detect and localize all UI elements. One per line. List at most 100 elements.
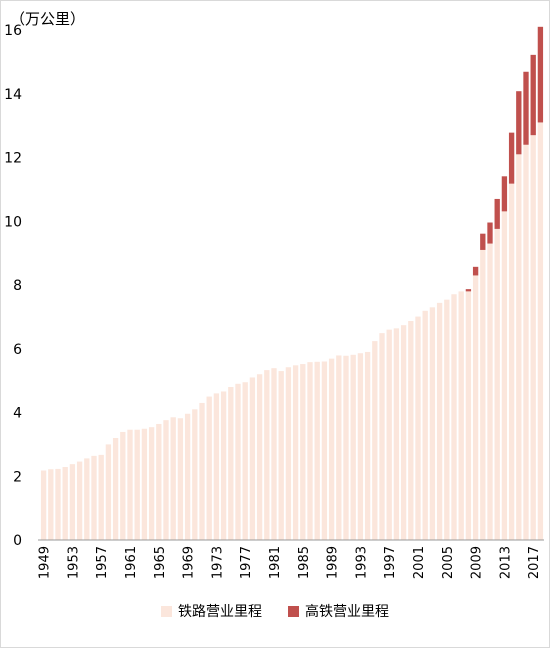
bar-high-speed-2017 — [530, 54, 536, 136]
bar-railway-2016 — [523, 144, 529, 540]
bar-railway-1977 — [242, 382, 248, 540]
bar-railway-1968 — [177, 418, 184, 540]
bar-railway-1971 — [199, 402, 205, 540]
bar-railway-1978 — [249, 377, 256, 540]
bar-railway-1973 — [213, 393, 220, 541]
bar-railway-1994 — [364, 351, 371, 540]
bar-high-speed-2013 — [501, 176, 508, 212]
bar-railway-2007 — [458, 291, 464, 541]
bar-railway-1998 — [393, 328, 400, 540]
legend-label-railway: 铁路营业里程 — [178, 604, 262, 620]
bar-railway-2001 — [415, 316, 421, 540]
bar-railway-2013 — [501, 211, 508, 540]
bar-railway-1949 — [40, 470, 47, 540]
bar-railway-1981 — [271, 368, 277, 540]
bar-railway-2006 — [451, 294, 457, 540]
bar-railway-1956 — [91, 455, 97, 540]
x-tick-label: 2005 — [441, 546, 456, 579]
bar-railway-2012 — [494, 228, 500, 540]
y-axis-unit-label: （万公里） — [10, 10, 86, 28]
bar-railway-1957 — [98, 454, 104, 540]
y-tick-label: 12 — [4, 151, 22, 167]
x-tick-label: 1997 — [383, 546, 398, 579]
bar-railway-1979 — [256, 374, 263, 540]
y-tick-label: 6 — [13, 342, 22, 358]
x-tick-label: 1969 — [182, 546, 197, 579]
bar-railway-2003 — [429, 307, 436, 540]
bar-high-speed-2014 — [508, 132, 515, 184]
bar-high-speed-2015 — [516, 91, 522, 155]
bar-railway-1952 — [62, 467, 68, 540]
x-tick-label: 2001 — [412, 546, 427, 579]
bar-railway-1970 — [192, 409, 198, 540]
x-tick-label: 2013 — [498, 546, 513, 579]
bar-railway-2014 — [508, 183, 515, 540]
bar-high-speed-2012 — [494, 198, 500, 229]
x-tick-label: 1949 — [38, 546, 53, 579]
bar-railway-1976 — [235, 383, 241, 540]
bar-railway-1996 — [379, 333, 385, 540]
bar-railway-1969 — [184, 413, 191, 540]
bar-railway-1966 — [163, 420, 169, 540]
bar-high-speed-2008 — [465, 289, 472, 292]
y-tick-label: 0 — [13, 533, 22, 549]
bar-high-speed-2009 — [472, 266, 479, 276]
y-tick-label: 8 — [13, 278, 22, 294]
y-tick-label: 2 — [13, 469, 22, 485]
bar-railway-1951 — [55, 468, 61, 540]
bar-railway-1955 — [84, 458, 90, 540]
bar-railway-1972 — [206, 396, 212, 540]
bar-railway-2015 — [516, 154, 522, 540]
bar-high-speed-2010 — [480, 233, 486, 250]
bar-railway-1992 — [350, 354, 356, 540]
bar-railway-1993 — [357, 353, 364, 540]
bar-high-speed-2018 — [537, 26, 544, 123]
y-tick-label: 10 — [4, 214, 22, 230]
bar-railway-2000 — [408, 321, 414, 540]
bar-railway-1999 — [400, 325, 407, 540]
bar-railway-1967 — [170, 417, 176, 540]
bar-railway-1960 — [120, 431, 126, 540]
bar-railway-1959 — [112, 438, 119, 540]
bar-railway-1950 — [48, 469, 54, 540]
bar-railway-2004 — [436, 302, 443, 540]
bar-high-speed-2011 — [487, 222, 493, 244]
bar-railway-2009 — [472, 275, 479, 540]
x-tick-label: 1985 — [297, 546, 312, 579]
bar-railway-2005 — [444, 299, 450, 540]
bar-railway-1990 — [336, 355, 342, 540]
bar-railway-1961 — [127, 429, 133, 540]
x-tick-label: 1989 — [326, 546, 341, 579]
bar-railway-2008 — [465, 291, 472, 541]
bar-railway-1975 — [228, 387, 234, 540]
legend: 铁路营业里程 高铁营业里程 — [0, 601, 550, 621]
bar-railway-1995 — [372, 341, 378, 540]
bar-railway-2017 — [530, 135, 536, 540]
x-tick-label: 1953 — [66, 546, 81, 579]
bar-railway-2010 — [480, 249, 486, 540]
bar-railway-1986 — [307, 362, 313, 540]
x-tick-label: 1961 — [124, 546, 139, 579]
x-tick-label: 1981 — [268, 546, 283, 579]
legend-label-high-speed: 高铁营业里程 — [305, 604, 389, 620]
bar-railway-1964 — [148, 427, 155, 540]
bar-railway-2011 — [487, 243, 493, 540]
legend-swatch-railway — [161, 605, 172, 617]
y-tick-label: 14 — [4, 87, 22, 103]
x-tick-label: 1957 — [95, 546, 110, 579]
bar-railway-1980 — [264, 370, 270, 540]
x-tick-label: 2017 — [527, 546, 542, 579]
bar-railway-1963 — [141, 428, 148, 540]
bar-railway-1989 — [328, 358, 335, 540]
x-tick-label: 1993 — [354, 546, 369, 579]
legend-swatch-high-speed — [288, 605, 299, 617]
x-tick-label: 2009 — [470, 546, 485, 579]
y-tick-label: 16 — [4, 23, 22, 39]
bar-railway-1988 — [321, 361, 328, 540]
bar-railway-1974 — [220, 391, 227, 540]
x-tick-label: 1965 — [153, 546, 168, 579]
bar-railway-1965 — [156, 423, 162, 540]
bar-railway-2002 — [422, 310, 428, 540]
x-tick-label: 1977 — [239, 546, 254, 579]
y-tick-label: 4 — [13, 406, 22, 422]
